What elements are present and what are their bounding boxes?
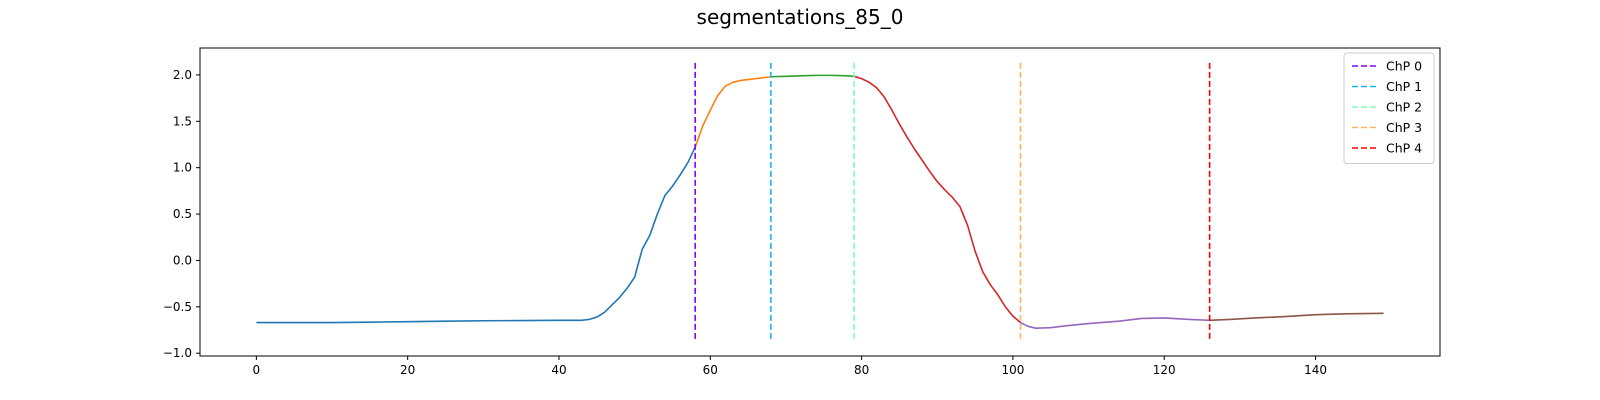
series-line-2 bbox=[770, 74, 855, 78]
x-tick-label-5: 100 bbox=[1001, 363, 1024, 377]
y-tick-label-0: −1.0 bbox=[163, 346, 192, 360]
y-tick-label-6: 2.0 bbox=[173, 68, 192, 82]
x-tick-label-1: 20 bbox=[400, 363, 415, 377]
series-line-4 bbox=[1020, 317, 1210, 329]
y-tick-label-3: 0.5 bbox=[173, 207, 192, 221]
legend-label-2: ChP 2 bbox=[1386, 100, 1422, 115]
y-tick-label-1: −0.5 bbox=[163, 300, 192, 314]
plot-lines bbox=[256, 74, 1384, 329]
legend-label-3: ChP 3 bbox=[1386, 120, 1422, 135]
x-tick-label-3: 60 bbox=[703, 363, 718, 377]
series-line-1 bbox=[694, 75, 771, 148]
legend: ChP 0 ChP 1 ChP 2 ChP 3 ChP 4 bbox=[1343, 52, 1435, 164]
series-line-5 bbox=[1209, 312, 1384, 322]
x-tick-label-0: 0 bbox=[253, 363, 261, 377]
legend-box bbox=[1343, 52, 1435, 164]
x-axis: 0 20 40 60 80 100 120 140 bbox=[253, 356, 1327, 377]
x-tick-label-6: 120 bbox=[1153, 363, 1176, 377]
y-axis: −1.0 −0.5 0.0 0.5 1.0 1.5 2.0 bbox=[163, 68, 200, 360]
x-tick-label-7: 140 bbox=[1304, 363, 1327, 377]
y-tick-label-5: 1.5 bbox=[173, 114, 192, 128]
x-tick-label-2: 40 bbox=[551, 363, 566, 377]
y-tick-label-2: 0.0 bbox=[173, 253, 192, 267]
chart-title: segmentations_85_0 bbox=[697, 5, 904, 29]
series-line-0 bbox=[256, 146, 696, 324]
series-line-3 bbox=[853, 75, 1022, 324]
axes-frame bbox=[199, 47, 1441, 357]
x-tick-label-4: 80 bbox=[854, 363, 869, 377]
y-tick-label-4: 1.0 bbox=[173, 161, 192, 175]
legend-label-0: ChP 0 bbox=[1386, 59, 1422, 74]
legend-label-4: ChP 4 bbox=[1386, 141, 1422, 156]
changepoint-lines bbox=[694, 62, 1211, 342]
legend-label-1: ChP 1 bbox=[1386, 79, 1422, 94]
